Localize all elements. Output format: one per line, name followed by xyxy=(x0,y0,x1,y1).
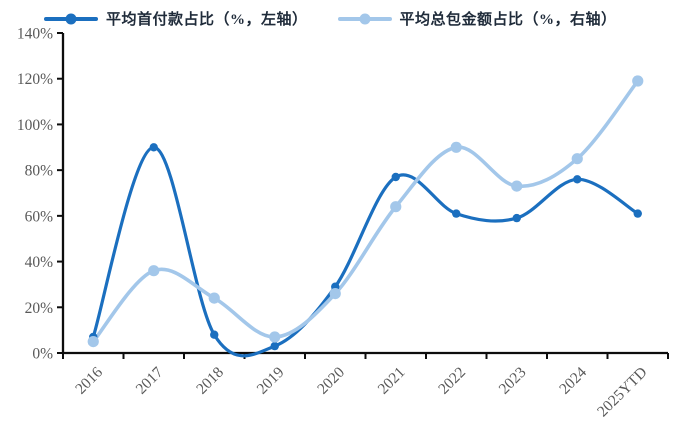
legend-label-downpayment-ratio: 平均首付款占比（%，左轴） xyxy=(106,12,308,28)
data-point-marker-downpayment[interactable] xyxy=(452,209,461,218)
y-axis-tick-label: 120% xyxy=(17,71,53,88)
legend-dot-light xyxy=(359,13,371,24)
y-axis-tick-label: 20% xyxy=(25,300,54,317)
x-axis-tick-label: 2023 xyxy=(496,364,530,398)
data-point-marker-total-package[interactable] xyxy=(390,201,402,213)
x-axis-tick-label: 2025YTD xyxy=(594,364,650,420)
data-point-marker-total-package[interactable] xyxy=(632,75,644,87)
data-point-marker-downpayment[interactable] xyxy=(573,175,582,184)
y-axis-tick-label: 40% xyxy=(25,254,54,271)
y-axis-tick-label: 100% xyxy=(17,117,53,134)
legend-dot-dark xyxy=(65,13,77,24)
legend-item-downpayment-ratio[interactable]: 平均首付款占比（%，左轴） xyxy=(44,8,308,29)
data-point-marker-downpayment[interactable] xyxy=(149,143,158,152)
x-axis-tick-label: 2020 xyxy=(314,364,348,398)
data-point-marker-downpayment[interactable] xyxy=(391,172,400,182)
legend-label-total-package-ratio: 平均总包金额占比（%，右轴） xyxy=(399,12,617,28)
data-point-marker-downpayment[interactable] xyxy=(512,213,521,223)
data-point-marker-total-package[interactable] xyxy=(511,180,523,192)
data-point-marker-downpayment[interactable] xyxy=(633,209,642,218)
x-axis-tick-label: 2022 xyxy=(435,364,469,398)
x-axis-tick-label: 2024 xyxy=(556,364,590,398)
y-axis-tick-label: 80% xyxy=(25,163,54,180)
data-point-marker-total-package[interactable] xyxy=(269,331,281,343)
data-point-marker-total-package[interactable] xyxy=(208,292,220,304)
data-point-marker-downpayment[interactable] xyxy=(270,341,279,351)
x-axis-tick-label: 2021 xyxy=(375,364,409,398)
legend-item-total-package-ratio[interactable]: 平均总包金额占比（%，右轴） xyxy=(337,8,617,29)
data-point-marker-total-package[interactable] xyxy=(87,336,99,348)
data-point-marker-total-package[interactable] xyxy=(450,141,462,153)
series-line-total-package xyxy=(91,79,640,344)
x-axis-tick-label: 2019 xyxy=(254,364,288,398)
data-point-marker-total-package[interactable] xyxy=(148,265,160,277)
x-axis-tick-label: 2016 xyxy=(72,364,106,398)
x-axis-tick-label: 2018 xyxy=(193,364,227,398)
axis-lines xyxy=(61,33,668,355)
y-axis-tick-label: 60% xyxy=(25,208,54,225)
chart-legend: 平均首付款占比（%，左轴） 平均总包金额占比（%，右轴） xyxy=(44,8,617,29)
data-point-marker-total-package[interactable] xyxy=(571,153,583,165)
legend-line-marker-dark-icon xyxy=(44,13,98,25)
x-axis-tick-label: 2017 xyxy=(133,364,167,398)
y-axis-tick-label: 140% xyxy=(17,26,53,43)
legend-line-marker-light-icon xyxy=(337,13,392,25)
y-axis-tick-label: 0% xyxy=(32,346,53,363)
data-point-marker-downpayment[interactable] xyxy=(210,330,219,339)
data-point-marker-total-package[interactable] xyxy=(329,288,341,300)
